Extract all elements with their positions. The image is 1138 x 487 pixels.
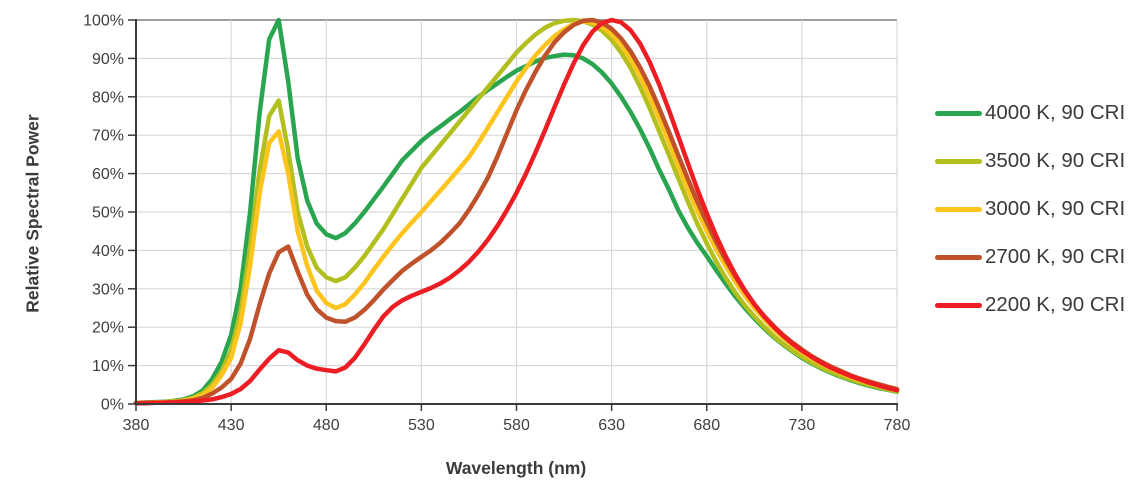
legend-label: 2700 K, 90 CRI <box>985 245 1126 268</box>
y-tick-label: 20% <box>92 320 124 337</box>
legend-label: 3500 K, 90 CRI <box>985 149 1126 172</box>
y-tick-label: 100% <box>83 13 124 30</box>
legend-label: 2200 K, 90 CRI <box>985 293 1126 316</box>
y-tick-label: 70% <box>92 128 124 145</box>
y-tick-label: 90% <box>92 51 124 68</box>
x-tick-label: 380 <box>123 417 150 434</box>
legend-item: 2700 K, 90 CRI <box>935 244 1125 270</box>
x-tick-label: 680 <box>693 417 720 434</box>
x-tick-label: 630 <box>598 417 625 434</box>
x-tick-label: 430 <box>218 417 245 434</box>
x-tick-label: 730 <box>789 417 816 434</box>
legend: 4000 K, 90 CRI 3500 K, 90 CRI 3000 K, 90… <box>935 100 1125 340</box>
series-color-swatch <box>935 302 982 308</box>
y-tick-label: 30% <box>92 281 124 298</box>
x-axis-title: Wavelength (nm) <box>445 458 587 478</box>
x-tick-label: 480 <box>313 417 340 434</box>
y-tick-label: 10% <box>92 358 124 375</box>
legend-item: 3000 K, 90 CRI <box>935 196 1125 222</box>
x-tick-label: 530 <box>408 417 435 434</box>
legend-item: 4000 K, 90 CRI <box>935 100 1125 126</box>
y-axis-title: Relative Spectral Power <box>22 114 43 313</box>
y-tick-label: 0% <box>101 397 124 414</box>
legend-item: 2200 K, 90 CRI <box>935 292 1125 318</box>
series-color-swatch <box>935 110 982 116</box>
series-color-swatch <box>935 206 982 212</box>
series-color-swatch <box>935 158 982 164</box>
y-tick-label: 60% <box>92 166 124 183</box>
series-color-swatch <box>935 254 982 260</box>
legend-label: 4000 K, 90 CRI <box>985 101 1126 124</box>
y-tick-label: 80% <box>92 89 124 106</box>
series-line-3500k <box>133 17 900 406</box>
y-tick-label: 40% <box>92 243 124 260</box>
y-tick-label: 50% <box>92 205 124 222</box>
series-line-2200k <box>133 17 900 406</box>
legend-label: 3000 K, 90 CRI <box>985 197 1126 220</box>
x-tick-label: 580 <box>503 417 530 434</box>
legend-item: 3500 K, 90 CRI <box>935 148 1125 174</box>
x-tick-label: 780 <box>884 417 911 434</box>
